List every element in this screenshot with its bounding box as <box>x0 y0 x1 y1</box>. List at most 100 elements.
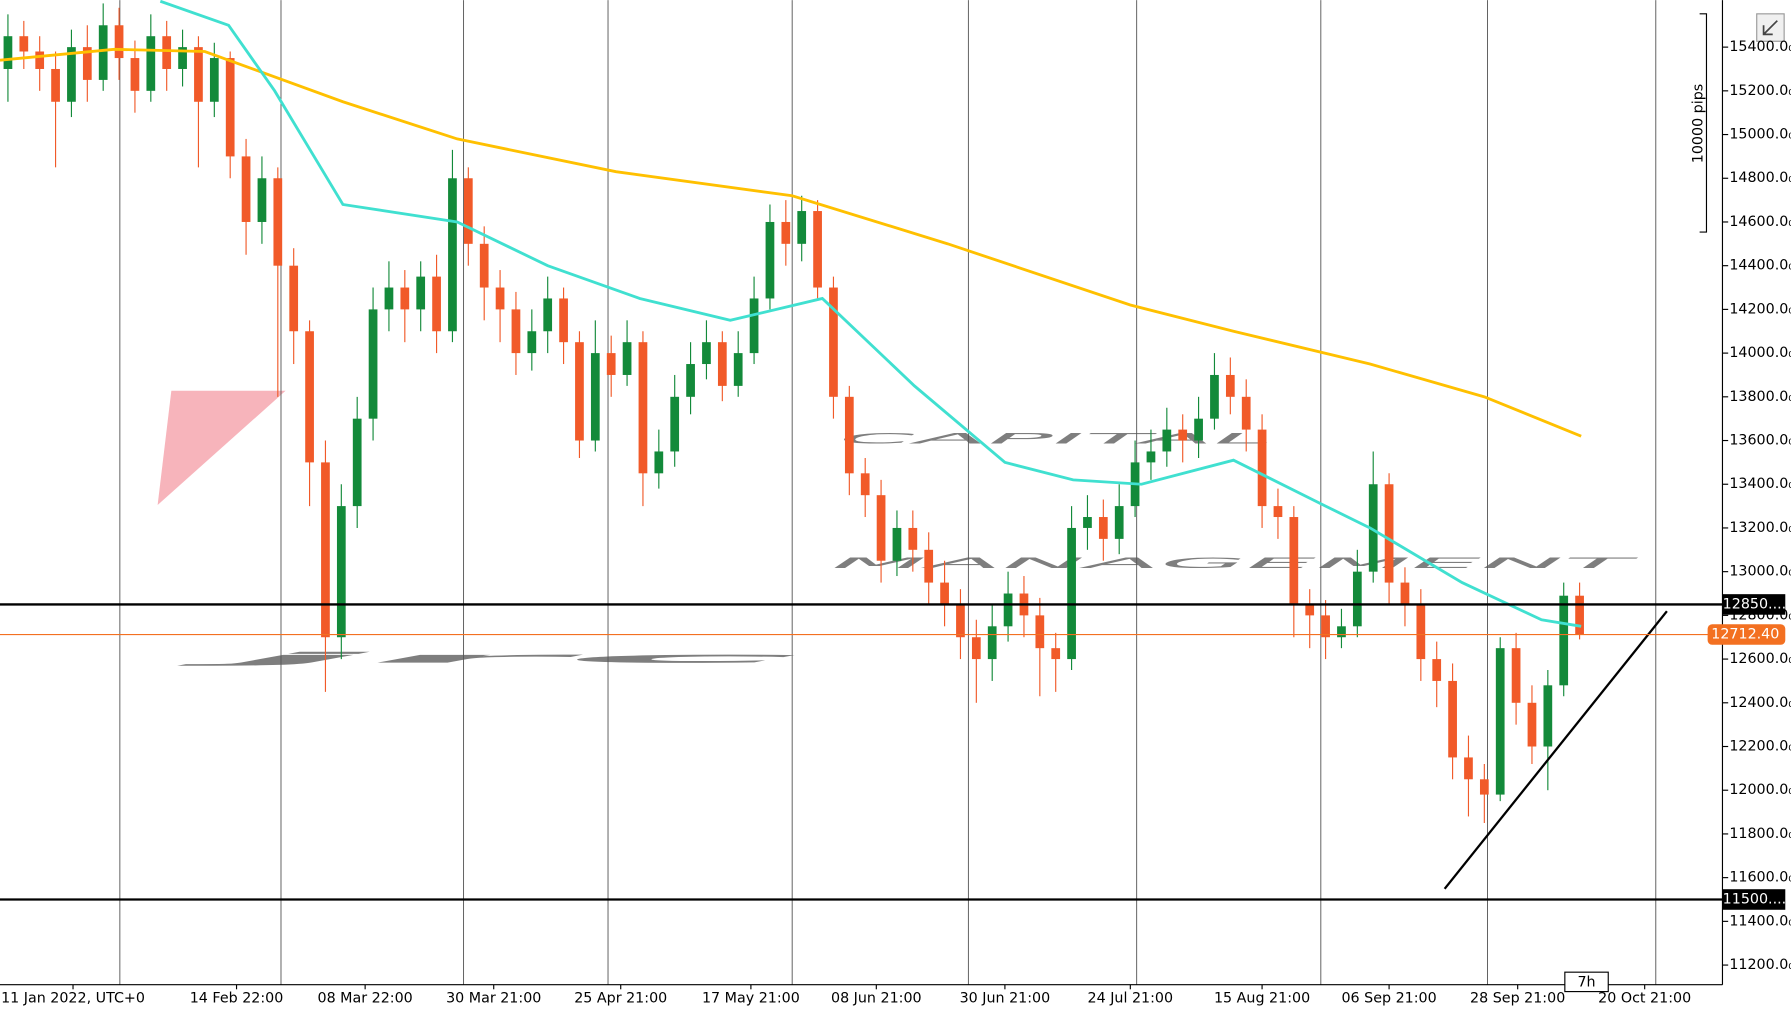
candle-body <box>543 298 553 332</box>
candle-body <box>1067 527 1076 660</box>
y-tick-label: 14800.0₀ <box>1729 170 1791 186</box>
candle-body <box>956 604 965 638</box>
candle-body <box>257 178 267 222</box>
x-tick-label: 14 Feb 22:00 <box>190 990 284 1006</box>
candle-body <box>1305 604 1315 616</box>
level-box <box>1722 594 1786 615</box>
candle-body <box>1575 595 1584 635</box>
candle-body <box>670 396 680 452</box>
candle-body <box>1352 571 1362 627</box>
x-tick-label: 30 Jun 21:00 <box>960 990 1051 1006</box>
candle-body <box>1321 615 1330 638</box>
y-tick-label: 14000.0₀ <box>1729 345 1791 361</box>
candle-body <box>1559 595 1569 686</box>
candle-body <box>813 211 822 288</box>
x-tick-label: 25 Apr 21:00 <box>574 990 667 1006</box>
candle-body <box>352 418 362 507</box>
candle-body <box>1098 517 1108 539</box>
x-tick-label: 08 Mar 22:00 <box>318 990 413 1006</box>
candle-body <box>336 506 346 638</box>
candle-body <box>1146 451 1156 463</box>
candle-body <box>924 549 934 583</box>
candle-body <box>67 47 76 102</box>
candle-body <box>733 353 743 386</box>
candle-body <box>1162 429 1172 452</box>
level-box <box>1722 889 1786 910</box>
candle-body <box>575 342 584 441</box>
candle-body <box>1051 648 1061 660</box>
x-tick-label: 15 Aug 21:00 <box>1214 990 1310 1006</box>
expand-icon <box>1762 20 1778 36</box>
logo-text: jrc <box>172 651 814 667</box>
candle-body <box>527 331 537 354</box>
candle-body <box>1289 517 1299 605</box>
candle-body <box>1384 484 1394 583</box>
candle-body <box>1114 506 1124 539</box>
candle-body <box>400 287 410 310</box>
y-tick-label: 11200.0₀ <box>1729 957 1791 973</box>
candle-body <box>130 58 140 91</box>
candle-body <box>273 178 283 266</box>
candle-body <box>749 298 759 354</box>
candle-body <box>35 51 45 69</box>
x-tick-label: 06 Sep 21:00 <box>1341 990 1436 1006</box>
y-tick-label: 13200.0₀ <box>1729 520 1791 536</box>
candle-body <box>559 298 568 343</box>
candle-body <box>432 276 441 332</box>
candle-body <box>321 462 330 638</box>
candle-body <box>511 309 521 354</box>
y-tick-label: 11800.0₀ <box>1729 826 1791 842</box>
candle-body <box>114 25 124 59</box>
y-tick-label: 13000.0₀ <box>1729 564 1791 580</box>
candle-body <box>1083 517 1092 528</box>
pips-bracket <box>1699 13 1708 233</box>
candle-body <box>1210 374 1219 419</box>
candle-body <box>82 47 92 80</box>
candle-body <box>495 287 505 310</box>
candle-body <box>1178 429 1188 441</box>
y-tick-label: 14400.0₀ <box>1729 258 1791 274</box>
candle-body <box>1225 374 1235 397</box>
candle-body <box>590 353 600 441</box>
candle-body <box>463 178 473 244</box>
candle-body <box>622 342 632 375</box>
line-series <box>0 47 1582 438</box>
candle-body <box>146 36 156 91</box>
candle-body <box>1543 685 1553 747</box>
candle-body <box>368 309 378 419</box>
candle-body <box>19 36 29 52</box>
candle-body <box>876 495 886 561</box>
candle-body <box>844 396 854 474</box>
pips-label: 10000 pips <box>1690 84 1706 163</box>
candle-body <box>3 36 13 69</box>
candle-body <box>1337 626 1346 638</box>
y-tick-label: 14600.0₀ <box>1729 214 1791 230</box>
candle-body <box>225 58 235 157</box>
y-tick-label: 15400.0₀ <box>1729 39 1791 55</box>
candle-body <box>987 626 997 660</box>
x-tick-label: 20 Oct 21:00 <box>1598 990 1691 1006</box>
candle-body <box>98 25 108 80</box>
candle-body <box>606 353 616 375</box>
x-tick-label: 11 Jan 2022, UTC+0 <box>1 990 145 1006</box>
candle-body <box>686 364 695 397</box>
candle-body <box>971 637 981 660</box>
level-label: 12712.40 <box>1711 627 1779 643</box>
candle-body <box>289 265 299 332</box>
level-label: 12850.... <box>1723 596 1787 612</box>
logo-shape <box>157 390 286 505</box>
candle-body <box>638 342 648 474</box>
candle-body <box>1273 506 1283 518</box>
candle-body <box>162 36 172 69</box>
candle-body <box>241 156 251 222</box>
candle-body <box>654 451 664 474</box>
y-tick-label: 13600.0₀ <box>1729 433 1791 449</box>
candle-body <box>1194 418 1203 441</box>
y-tick-label: 12400.0₀ <box>1729 695 1791 711</box>
candle-body <box>1527 702 1537 747</box>
candle-body <box>797 211 807 244</box>
candle-body <box>479 243 489 288</box>
candle-body <box>305 331 314 463</box>
